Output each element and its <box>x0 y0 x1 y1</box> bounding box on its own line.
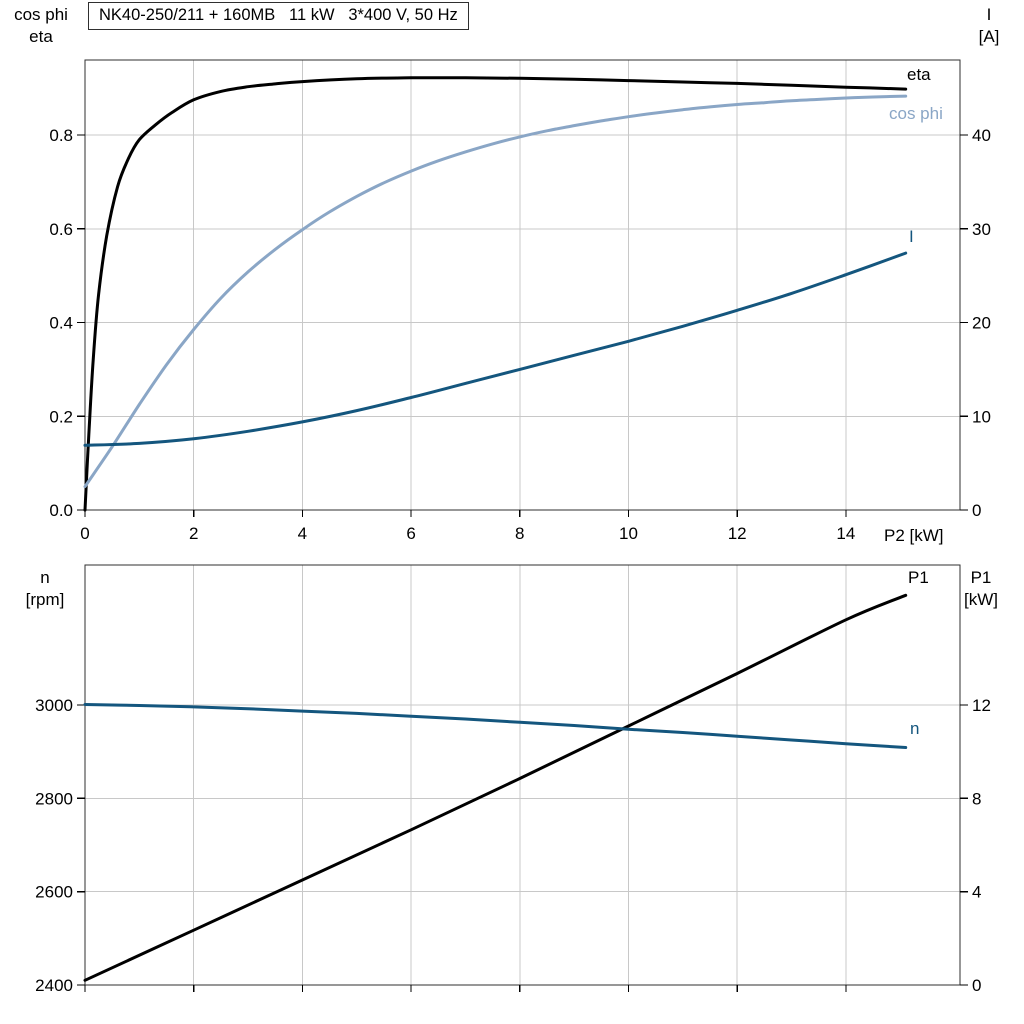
right-tick-label: 4 <box>972 883 981 902</box>
left-tick-label: 0.8 <box>49 126 73 145</box>
left-tick-label: 2800 <box>35 789 73 808</box>
cos-phi-curve-label: cos phi <box>889 104 943 123</box>
current-unit-label: [A] <box>978 27 1000 46</box>
x-tick-label: 12 <box>728 524 747 543</box>
title-box: NK40-250/211 + 160MB 11 kW 3*400 V, 50 H… <box>88 2 469 30</box>
x-tick-label: 0 <box>80 524 89 543</box>
left-tick-label: 0.4 <box>49 314 73 333</box>
plot-frame <box>84 564 961 986</box>
right-tick-label: 30 <box>972 220 991 239</box>
current-curve-label: I <box>909 227 914 246</box>
n-curve <box>83 703 908 749</box>
cos-phi-curve <box>83 94 908 489</box>
p1-curve <box>83 593 908 982</box>
right-tick-label: 8 <box>972 789 981 808</box>
x-tick-label: 8 <box>515 524 524 543</box>
bottom-left-axis-label: n [rpm] <box>8 567 82 611</box>
bottom-right-axis-label: P1 [kW] <box>948 567 1014 611</box>
left-tick-label: 0.0 <box>49 501 73 520</box>
tick-marks <box>77 704 968 992</box>
eta-axis-label: eta <box>29 27 53 46</box>
eta-curve-label: eta <box>907 65 931 84</box>
grid-bottom <box>85 565 960 985</box>
n-curve-label: n <box>910 719 920 738</box>
x-axis-label: P2 [kW] <box>884 526 944 545</box>
right-tick-label: 40 <box>972 126 991 145</box>
p1-curve-label: P1 <box>908 568 929 587</box>
x-tick-label: 6 <box>406 524 415 543</box>
i-curve <box>83 251 908 447</box>
speed-axis-label: n <box>40 568 50 587</box>
tick-labels: 2400 2600 2800 3000 0 4 8 12 <box>35 696 991 995</box>
tick-labels: 0.0 0.2 0.4 0.6 0.8 0 10 20 30 40 0 2 4 6 8 10 12 14 <box>49 126 991 543</box>
current-axis-label: I <box>986 5 992 24</box>
eta-curve <box>83 76 908 512</box>
left-tick-label: 0.6 <box>49 220 73 239</box>
panel-top: 0.0 0.2 0.4 0.6 0.8 0 10 20 30 40 0 2 4 6 8 10 12 14 <box>49 59 991 543</box>
right-tick-label: 12 <box>972 696 991 715</box>
left-tick-label: 3000 <box>35 696 73 715</box>
x-tick-label: 2 <box>189 524 198 543</box>
right-tick-label: 0 <box>972 976 981 995</box>
right-tick-label: 0 <box>972 501 981 520</box>
top-right-axis-label: I [A] <box>962 4 1016 48</box>
x-tick-label: 4 <box>298 524 307 543</box>
left-tick-label: 2400 <box>35 976 73 995</box>
left-tick-label: 2600 <box>35 883 73 902</box>
p1-axis-label: P1 <box>970 568 992 587</box>
right-tick-label: 20 <box>972 314 991 333</box>
tick-marks <box>77 134 968 517</box>
p1-unit-label: [kW] <box>964 590 998 609</box>
cos-phi-axis-label: cos phi <box>14 5 68 24</box>
top-left-axis-label: cos phi eta <box>2 4 80 48</box>
speed-unit-label: [rpm] <box>25 590 65 609</box>
x-tick-label: 14 <box>836 524 855 543</box>
x-tick-label: 10 <box>619 524 638 543</box>
grid-top <box>85 60 960 510</box>
right-tick-label: 10 <box>972 407 991 426</box>
panel-bottom: 2400 2600 2800 3000 0 4 8 12 <box>35 564 991 995</box>
plot-frame <box>84 59 961 511</box>
left-tick-label: 0.2 <box>49 407 73 426</box>
